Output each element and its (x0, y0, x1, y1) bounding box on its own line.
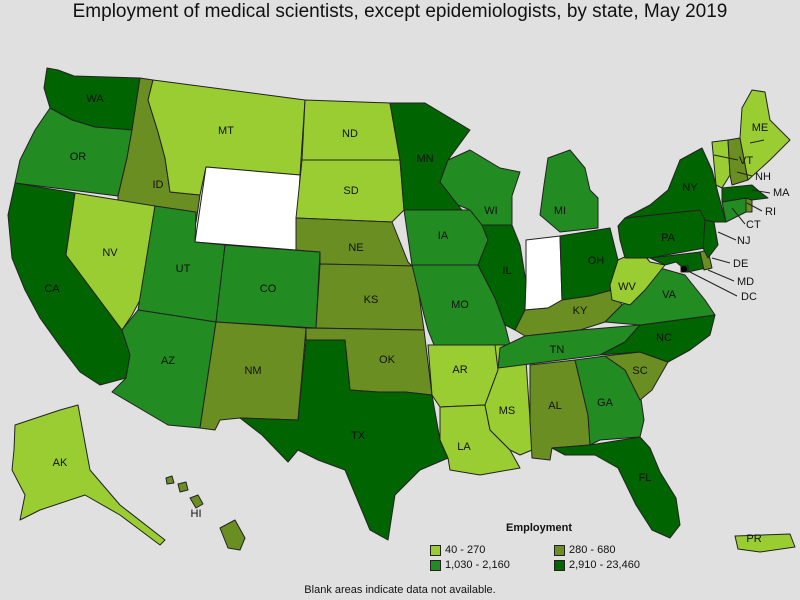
state-label-il: IL (502, 265, 511, 277)
state-label-az: AZ (161, 355, 175, 367)
state-label-co: CO (260, 283, 277, 295)
state-label-tx: TX (351, 430, 366, 442)
state-label-de: DE (733, 258, 748, 270)
state-label-ut: UT (176, 263, 191, 275)
state-label-fl: FL (639, 472, 652, 484)
state-label-oh: OH (588, 255, 605, 267)
footnote: Blank areas indicate data not available. (304, 584, 496, 596)
state-nc (599, 314, 716, 363)
state-label-or: OR (70, 151, 87, 163)
state-me (739, 89, 791, 181)
state-label-ne: NE (348, 242, 363, 254)
state-label-sc: SC (632, 365, 647, 377)
state-label-wv: WV (618, 281, 636, 293)
state-label-ga: GA (597, 397, 614, 409)
state-ms (484, 344, 533, 456)
legend-title: Employment (506, 522, 573, 534)
state-nj (702, 219, 719, 259)
state-label-ar: AR (452, 364, 467, 376)
legend-item-bin-4: 2,910 - 23,460 (554, 559, 640, 571)
state-label-nd: ND (342, 128, 358, 140)
state-label-wa: WA (86, 93, 104, 105)
legend-label: 2,910 - 23,460 (569, 559, 640, 571)
state-pr (734, 533, 796, 553)
state-label-vt: VT (739, 155, 753, 167)
state-label-wi: WI (484, 205, 497, 217)
state-label-la: LA (457, 441, 471, 453)
state-label-ca: CA (44, 283, 60, 295)
state-ny (624, 147, 727, 223)
legend-label: 1,030 - 2,160 (445, 559, 510, 571)
state-label-ms: MS (499, 405, 516, 417)
state-label-tn: TN (550, 344, 565, 356)
state-wy (194, 166, 301, 251)
map-title: Employment of medical scientists, except… (72, 1, 728, 22)
state-label-ri: RI (765, 206, 776, 218)
legend-swatch (554, 544, 565, 556)
state-label-nm: NM (244, 365, 261, 377)
state-in (524, 235, 563, 311)
legend-swatch (430, 544, 441, 556)
state-mt (147, 79, 306, 196)
state-label-nc: NC (656, 332, 672, 344)
state-sd (295, 159, 405, 223)
state-label-ak: AK (53, 457, 68, 469)
state-label-md: MD (737, 276, 754, 288)
state-label-mt: MT (218, 125, 234, 137)
state-label-ia: IA (438, 230, 449, 242)
state-label-nv: NV (102, 247, 118, 259)
legend-swatch (554, 559, 565, 571)
state-label-ny: NY (682, 182, 698, 194)
state-label-nh: NH (755, 171, 771, 183)
state-ma (721, 184, 769, 203)
state-label-pa: PA (661, 232, 676, 244)
legend-label: 280 - 680 (569, 544, 616, 556)
legend-item-bin-1: 40 - 270 (430, 544, 485, 556)
state-label-ks: KS (364, 294, 379, 306)
state-label-ok: OK (379, 354, 396, 366)
state-label-va: VA (662, 289, 677, 301)
state-label-ma: MA (773, 187, 790, 199)
dc-marker (681, 266, 687, 272)
state-label-id: ID (153, 179, 164, 191)
state-label-me: ME (752, 122, 769, 134)
state-label-pr: PR (746, 533, 761, 545)
state-label-nj: NJ (737, 235, 750, 247)
state-label-ct: CT (746, 219, 761, 231)
state-label-al: AL (548, 400, 561, 412)
state-label-mn: MN (416, 153, 433, 165)
state-ak (11, 404, 166, 546)
legend-label: 40 - 270 (445, 544, 486, 556)
legend-swatch (430, 559, 441, 571)
state-label-dc: DC (741, 291, 757, 303)
state-az (111, 309, 217, 429)
legend-item-bin-3: 1,030 - 2,160 (430, 559, 510, 571)
legend-item-bin-2: 280 - 680 (554, 544, 615, 556)
state-mi (539, 149, 599, 233)
state-label-sd: SD (343, 185, 358, 197)
state-label-ky: KY (573, 305, 588, 317)
state-vt (711, 139, 731, 189)
state-nm (199, 321, 307, 431)
state-label-hi: HI (191, 508, 202, 520)
state-fl (551, 436, 681, 539)
state-label-mi: MI (554, 205, 566, 217)
state-label-mo: MO (451, 299, 469, 311)
state-hi (165, 475, 246, 551)
state-tx (239, 339, 449, 541)
